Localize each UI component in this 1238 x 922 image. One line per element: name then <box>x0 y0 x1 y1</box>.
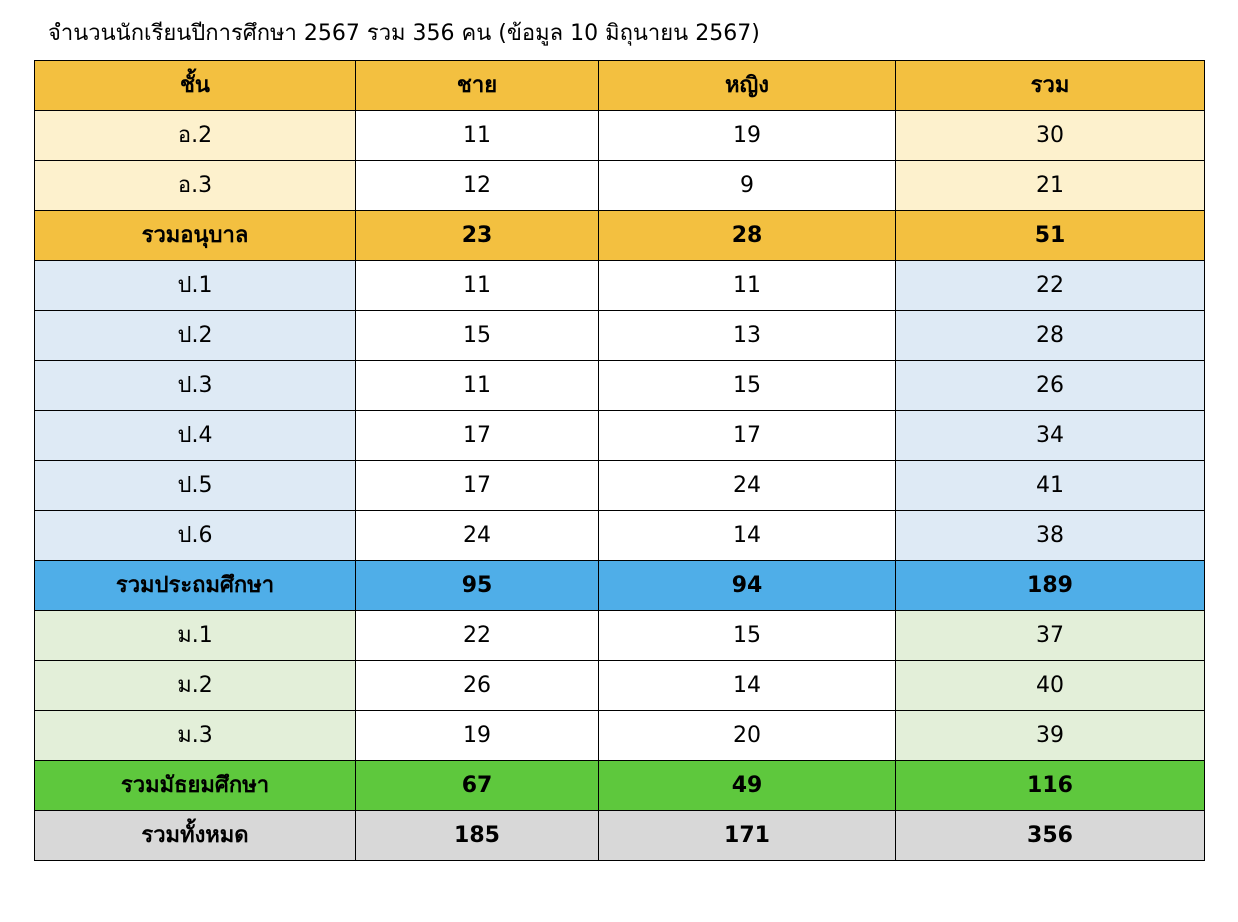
header-female: หญิง <box>598 60 896 111</box>
female-cell: 11 <box>598 260 896 311</box>
table-row: ป.5 17 24 41 <box>34 460 1205 511</box>
female-cell: 24 <box>598 460 896 511</box>
subtotal-female: 28 <box>598 210 896 261</box>
subtotal-label: รวมมัธยมศึกษา <box>34 760 356 811</box>
table-row: ป.2 15 13 28 <box>34 310 1205 361</box>
total-cell: 34 <box>895 410 1205 461</box>
male-cell: 26 <box>355 660 599 711</box>
student-count-table: ชั้น ชาย หญิง รวม อ.2 11 19 30 อ.3 12 9 … <box>34 60 1205 861</box>
male-cell: 17 <box>355 410 599 461</box>
grand-total-male: 185 <box>355 810 599 861</box>
table-row: อ.2 11 19 30 <box>34 110 1205 161</box>
male-cell: 24 <box>355 510 599 561</box>
header-total: รวม <box>895 60 1205 111</box>
male-cell: 11 <box>355 260 599 311</box>
kindergarten-subtotal-row: รวมอนุบาล 23 28 51 <box>34 210 1205 261</box>
grade-cell: ม.3 <box>34 710 356 761</box>
total-cell: 26 <box>895 360 1205 411</box>
male-cell: 11 <box>355 110 599 161</box>
subtotal-total: 51 <box>895 210 1205 261</box>
table-row: ป.3 11 15 26 <box>34 360 1205 411</box>
female-cell: 13 <box>598 310 896 361</box>
subtotal-label: รวมประถมศึกษา <box>34 560 356 611</box>
table-row: ป.4 17 17 34 <box>34 410 1205 461</box>
subtotal-male: 67 <box>355 760 599 811</box>
header-grade: ชั้น <box>34 60 356 111</box>
grand-total-row: รวมทั้งหมด 185 171 356 <box>34 810 1205 861</box>
secondary-subtotal-row: รวมมัธยมศึกษา 67 49 116 <box>34 760 1205 811</box>
table-row: ป.1 11 11 22 <box>34 260 1205 311</box>
total-cell: 41 <box>895 460 1205 511</box>
grade-cell: อ.3 <box>34 160 356 211</box>
table-row: อ.3 12 9 21 <box>34 160 1205 211</box>
subtotal-male: 23 <box>355 210 599 261</box>
header-row: ชั้น ชาย หญิง รวม <box>34 60 1205 111</box>
grade-cell: ป.1 <box>34 260 356 311</box>
subtotal-female: 49 <box>598 760 896 811</box>
male-cell: 17 <box>355 460 599 511</box>
female-cell: 17 <box>598 410 896 461</box>
total-cell: 30 <box>895 110 1205 161</box>
grade-cell: ม.2 <box>34 660 356 711</box>
female-cell: 15 <box>598 610 896 661</box>
table-row: ม.1 22 15 37 <box>34 610 1205 661</box>
table-row: ม.2 26 14 40 <box>34 660 1205 711</box>
female-cell: 14 <box>598 660 896 711</box>
grade-cell: ป.5 <box>34 460 356 511</box>
total-cell: 28 <box>895 310 1205 361</box>
female-cell: 20 <box>598 710 896 761</box>
subtotal-female: 94 <box>598 560 896 611</box>
grade-cell: ป.3 <box>34 360 356 411</box>
grand-total-label: รวมทั้งหมด <box>34 810 356 861</box>
male-cell: 19 <box>355 710 599 761</box>
subtotal-male: 95 <box>355 560 599 611</box>
table-caption: จำนวนนักเรียนปีการศึกษา 2567 รวม 356 คน … <box>48 21 760 46</box>
grade-cell: อ.2 <box>34 110 356 161</box>
grade-cell: ป.2 <box>34 310 356 361</box>
total-cell: 21 <box>895 160 1205 211</box>
grand-total-female: 171 <box>598 810 896 861</box>
male-cell: 15 <box>355 310 599 361</box>
male-cell: 12 <box>355 160 599 211</box>
total-cell: 22 <box>895 260 1205 311</box>
grade-cell: ป.4 <box>34 410 356 461</box>
female-cell: 19 <box>598 110 896 161</box>
subtotal-label: รวมอนุบาล <box>34 210 356 261</box>
female-cell: 9 <box>598 160 896 211</box>
primary-subtotal-row: รวมประถมศึกษา 95 94 189 <box>34 560 1205 611</box>
total-cell: 37 <box>895 610 1205 661</box>
subtotal-total: 116 <box>895 760 1205 811</box>
grade-cell: ป.6 <box>34 510 356 561</box>
grand-total-total: 356 <box>895 810 1205 861</box>
total-cell: 40 <box>895 660 1205 711</box>
male-cell: 11 <box>355 360 599 411</box>
grade-cell: ม.1 <box>34 610 356 661</box>
table-row: ป.6 24 14 38 <box>34 510 1205 561</box>
female-cell: 14 <box>598 510 896 561</box>
total-cell: 38 <box>895 510 1205 561</box>
subtotal-total: 189 <box>895 560 1205 611</box>
header-male: ชาย <box>355 60 599 111</box>
female-cell: 15 <box>598 360 896 411</box>
table-row: ม.3 19 20 39 <box>34 710 1205 761</box>
total-cell: 39 <box>895 710 1205 761</box>
male-cell: 22 <box>355 610 599 661</box>
